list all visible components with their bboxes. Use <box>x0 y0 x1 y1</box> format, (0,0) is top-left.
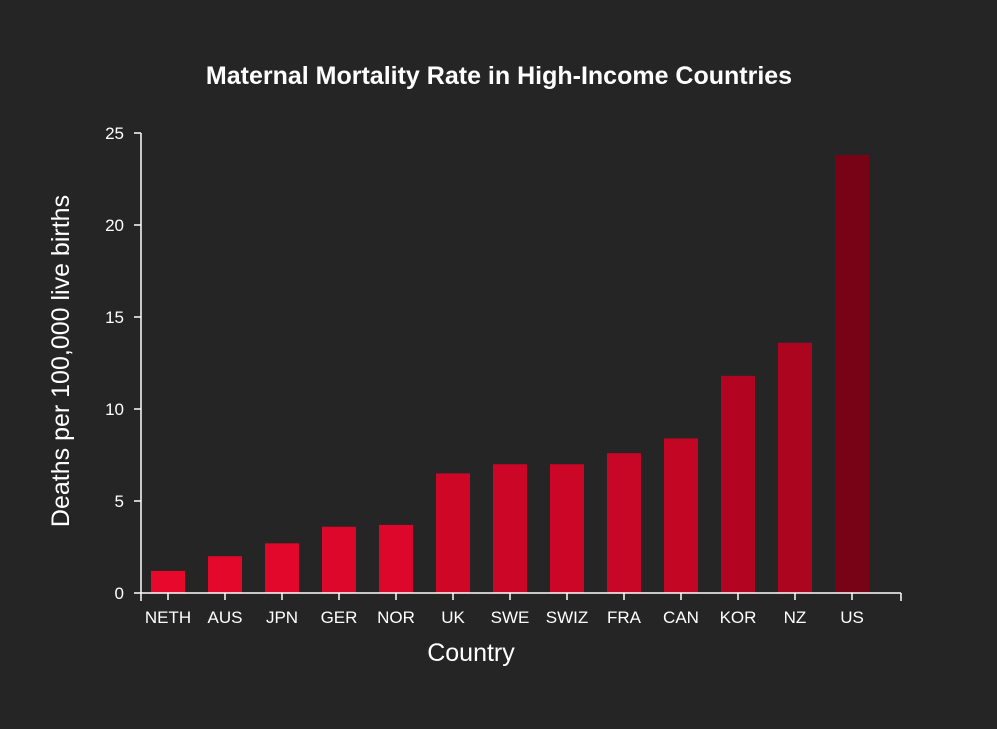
x-tick-label: JPN <box>266 608 298 627</box>
x-tick-label: NOR <box>377 608 415 627</box>
y-tick-label: 0 <box>115 584 124 603</box>
bar-ger <box>322 526 356 593</box>
bar-jpn <box>265 543 299 593</box>
chart-title: Maternal Mortality Rate in High-Income C… <box>206 62 792 90</box>
bar-kor <box>721 375 755 593</box>
bar-aus <box>208 556 242 593</box>
x-tick-label: FRA <box>607 608 642 627</box>
bar-fra <box>607 453 641 593</box>
y-tick-label: 5 <box>115 492 124 511</box>
bar-swiz <box>550 464 584 593</box>
y-axis: 0 5 10 15 20 25 <box>105 124 142 603</box>
x-tick-label: NZ <box>784 608 807 627</box>
bar-nor <box>379 524 413 593</box>
y-tick-label: 20 <box>105 216 124 235</box>
bar-uk <box>436 473 470 593</box>
x-tick-label: CAN <box>663 608 699 627</box>
x-tick-label: NETH <box>145 608 191 627</box>
bars-group <box>151 155 869 593</box>
bar-swe <box>493 464 527 593</box>
bar-neth <box>151 570 185 593</box>
x-tick-label: AUS <box>208 608 243 627</box>
y-tick-label: 15 <box>105 308 124 327</box>
y-tick-label: 10 <box>105 400 124 419</box>
x-tick-label: US <box>840 608 864 627</box>
x-tick-label: GER <box>321 608 358 627</box>
bar-nz <box>778 342 812 593</box>
x-tick-label: SWE <box>491 608 530 627</box>
x-tick-label: KOR <box>720 608 757 627</box>
x-tick-label: SWIZ <box>546 608 589 627</box>
y-axis-label: Deaths per 100,000 live births <box>47 195 75 527</box>
bar-us <box>835 155 869 593</box>
bar-can <box>664 438 698 593</box>
x-axis: NETH AUS JPN GER NOR UK SWE SWIZ FRA CAN KOR NZ US <box>140 592 902 627</box>
y-tick-label: 25 <box>105 124 124 143</box>
x-axis-label: Country <box>427 639 515 667</box>
x-tick-label: UK <box>441 608 465 627</box>
